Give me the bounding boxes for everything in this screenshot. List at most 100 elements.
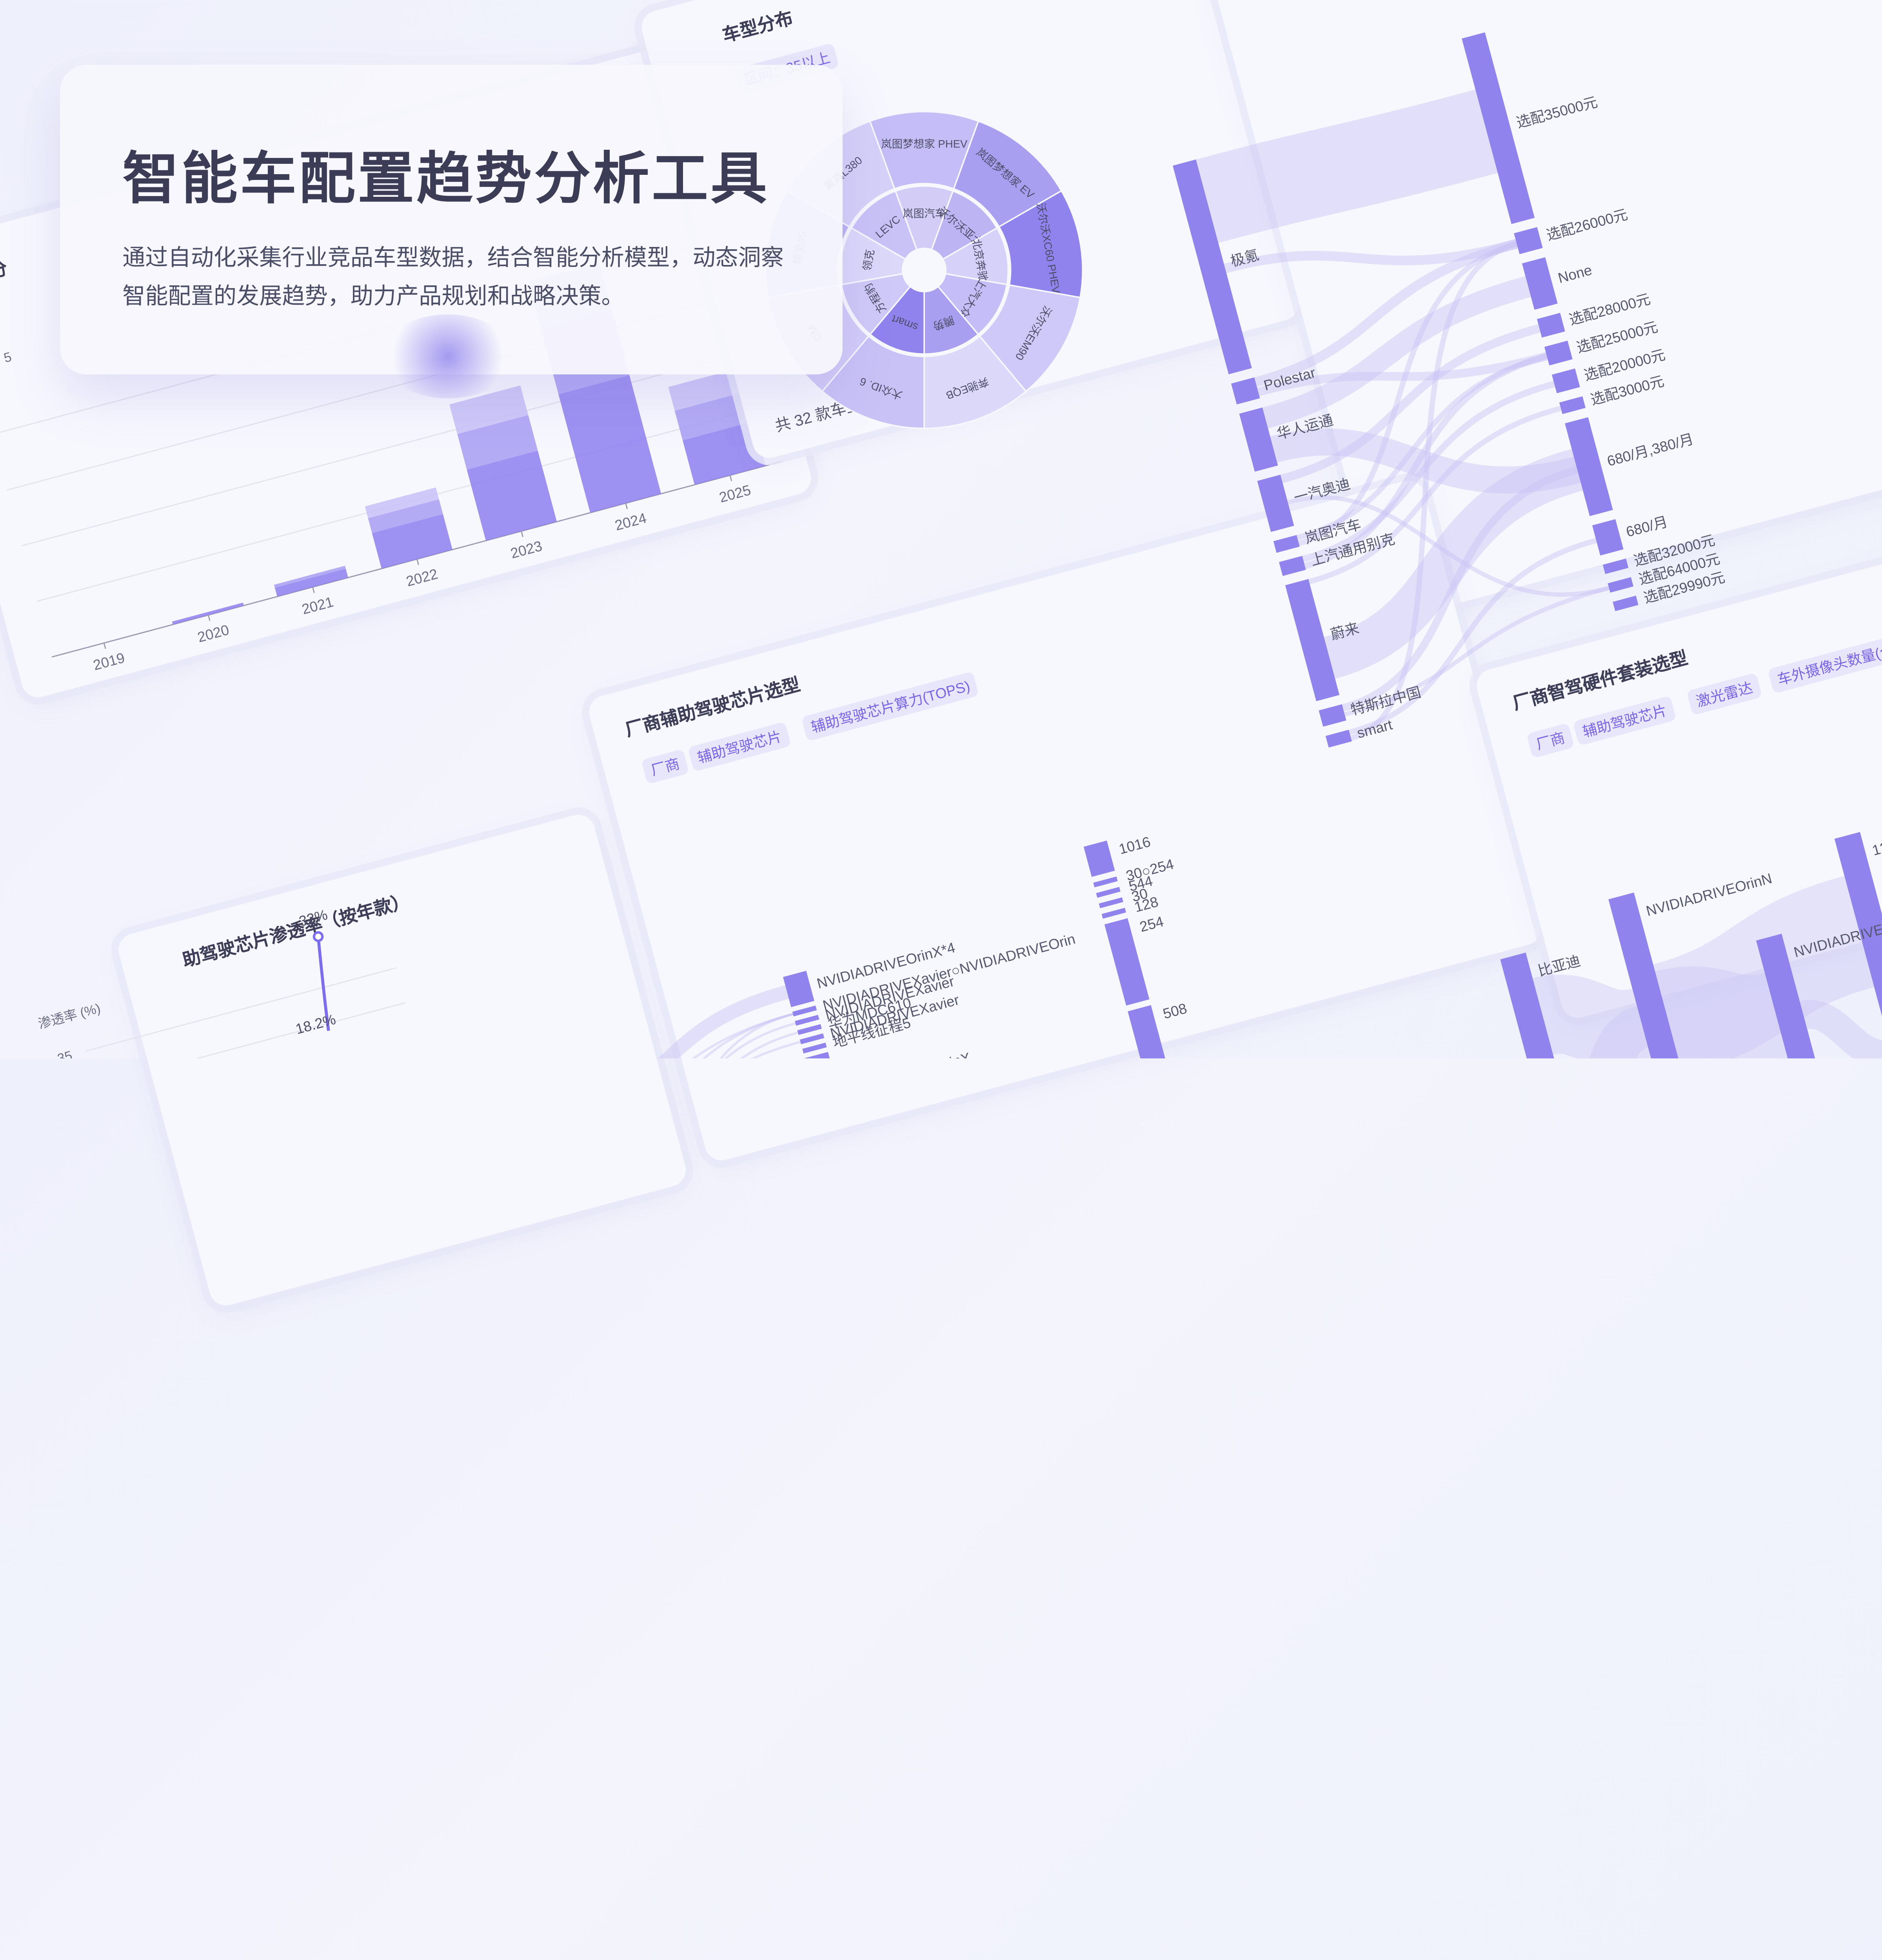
vendor-sankey-right-node xyxy=(1613,595,1639,612)
vendor-sankey-right-label: 选配35000元 xyxy=(1515,94,1599,131)
bar-segment xyxy=(558,375,661,513)
vendor-sankey-flow xyxy=(1257,352,1548,396)
chip-sankey-flow xyxy=(596,1031,798,1058)
chip-sankey-value-node xyxy=(1128,1005,1170,1058)
bar-tick xyxy=(521,531,524,537)
vendor-sankey-left-label: smart xyxy=(1355,717,1394,741)
vendor-sankey-flow xyxy=(1224,239,1518,273)
hero-glow xyxy=(381,314,514,399)
vendor-sankey-flow xyxy=(1287,495,1610,597)
vendor-sankey-flow xyxy=(1324,449,1583,679)
vendor-sankey-flow xyxy=(1308,405,1562,584)
vendor-sankey-left-node xyxy=(1325,730,1352,748)
line-grid-35 xyxy=(85,967,396,1052)
vendor-sankey-left-node xyxy=(1273,535,1300,553)
sunburst-inner-segment xyxy=(869,285,925,355)
vendor-sankey-right-label: 选配25000元 xyxy=(1575,319,1660,356)
vendor-sankey-right-label: 680/月,380/月 xyxy=(1605,431,1695,469)
vendor-option-sankey: 极氪Polestar华人运通一汽奥迪岚图汽车上汽通用别克蔚来特斯拉中国smart… xyxy=(1173,32,1727,748)
bar-tick xyxy=(207,615,211,621)
chip-sankey-right-node xyxy=(805,1052,850,1058)
bar-tick xyxy=(416,559,420,565)
sunburst-inner-segment xyxy=(942,227,1009,286)
line-label-32: 32% xyxy=(297,906,329,929)
hw-sankey-flow xyxy=(1530,975,1653,1058)
chip-sankey-flow xyxy=(585,1040,801,1058)
vendor-sankey-flow xyxy=(1348,538,1597,735)
vendor-sankey-left-node xyxy=(1231,377,1260,405)
chip-sankey-value-node xyxy=(1104,918,1150,1006)
bar-segment xyxy=(467,450,557,541)
chip-sankey-value-label: 254 xyxy=(1138,913,1165,935)
chip-sankey-right-node xyxy=(799,1033,825,1044)
vendor-sankey-left-node xyxy=(1257,475,1294,532)
chip-sankey-flow xyxy=(591,1022,796,1058)
vendor-sankey-right-node xyxy=(1559,396,1586,414)
vendor-sankey-right-node xyxy=(1551,368,1580,394)
vendor-sankey-right-node xyxy=(1544,341,1573,366)
sunburst-inner-segment xyxy=(850,190,918,260)
bar-tick xyxy=(312,587,315,593)
penetration-line-chart: 渗透率 (%) 35 30 32% 18.2% xyxy=(36,906,406,1058)
line-label-18: 18.2% xyxy=(294,1011,337,1037)
vendor-sankey-flow xyxy=(1270,428,1581,494)
hw-sankey-node xyxy=(1500,953,1560,1058)
bar-segment xyxy=(683,421,766,485)
bar-segment xyxy=(274,566,346,588)
chip-sankey-flow xyxy=(570,985,789,1058)
sunburst-inner-segment xyxy=(930,190,998,260)
hw-sankey-node xyxy=(1756,933,1825,1058)
vendor-sankey-flow xyxy=(1280,324,1541,483)
hw-sankey-node xyxy=(1608,892,1702,1058)
bar-segment xyxy=(668,368,746,411)
chip-sankey-right-node xyxy=(797,1024,822,1035)
hero-description: 通过自动化采集行业竞品车型数据，结合智能分析模型，动态洞察智能配置的发展趋势，助… xyxy=(122,246,784,310)
vendor-sankey-flow xyxy=(1344,586,1610,717)
chip-sankey-right-node xyxy=(783,971,814,1007)
bar-tick xyxy=(103,642,106,649)
vendor-sankey-right-node xyxy=(1602,558,1629,574)
chip-sankey-right-node xyxy=(802,1042,827,1054)
bar-segment xyxy=(368,499,443,533)
vendor-sankey-flow xyxy=(1254,239,1518,387)
vendor-sankey-left-label: 一汽奥迪 xyxy=(1292,475,1352,506)
vendor-sankey-right-node xyxy=(1537,313,1565,338)
vendor-sankey-left-node xyxy=(1173,159,1252,374)
hw-sankey-flow xyxy=(1797,1000,1882,1058)
vendor-sankey-right-node xyxy=(1592,519,1624,556)
chip-sankey-value-node xyxy=(1101,907,1126,919)
vendor-sankey-right-node xyxy=(1608,577,1634,593)
chip-sankey-value-node xyxy=(1099,897,1123,908)
hw-sankey-flow xyxy=(1563,1006,1650,1058)
chip-sankey-value-node xyxy=(1093,876,1118,887)
vendor-sankey-right-node xyxy=(1565,417,1613,516)
chip-sankey-flow xyxy=(574,1013,794,1058)
vendor-sankey-left-node xyxy=(1279,556,1306,576)
line-series xyxy=(316,936,330,1031)
sunburst-inner-segment xyxy=(894,185,954,251)
chip-sankey-right-node xyxy=(792,1005,817,1016)
vendor-sankey-right-node xyxy=(1462,32,1535,224)
hw-sankey-flow xyxy=(1650,876,1875,1058)
line-ylabel: 渗透率 (%) xyxy=(36,1001,102,1032)
vendor-sankey-right-label: None xyxy=(1556,262,1593,286)
vendor-sankey-right-label: 680/月 xyxy=(1624,514,1669,540)
bar-segment xyxy=(172,603,244,625)
sunburst-inner-label: 岚图汽车 xyxy=(903,207,946,220)
bar-segment xyxy=(274,568,348,597)
bar-segment xyxy=(365,487,439,519)
vendor-sankey-left-node xyxy=(1319,704,1346,727)
hw-sankey-flow xyxy=(1653,966,1791,1058)
bar-segment xyxy=(674,392,754,441)
hero-card: 智能车配置趋势分析工具 通过自动化采集行业竞品车型数据，结合智能分析模型，动态洞… xyxy=(60,65,843,375)
vendor-sankey-flow xyxy=(1350,241,1518,741)
chip-sankey-diagram: 蔚来智己汽车广汽埃安新能源理想汽车NVIDIADRIVEOrinX*4NVIDI… xyxy=(570,833,1188,1058)
vendor-sankey-flow xyxy=(1296,353,1548,541)
vendor-sankey-left-node xyxy=(1285,579,1340,701)
chip-sankey-value-node xyxy=(1096,887,1121,898)
vendor-sankey-left-node xyxy=(1239,407,1278,472)
vendor-sankey-flow xyxy=(1302,381,1555,563)
